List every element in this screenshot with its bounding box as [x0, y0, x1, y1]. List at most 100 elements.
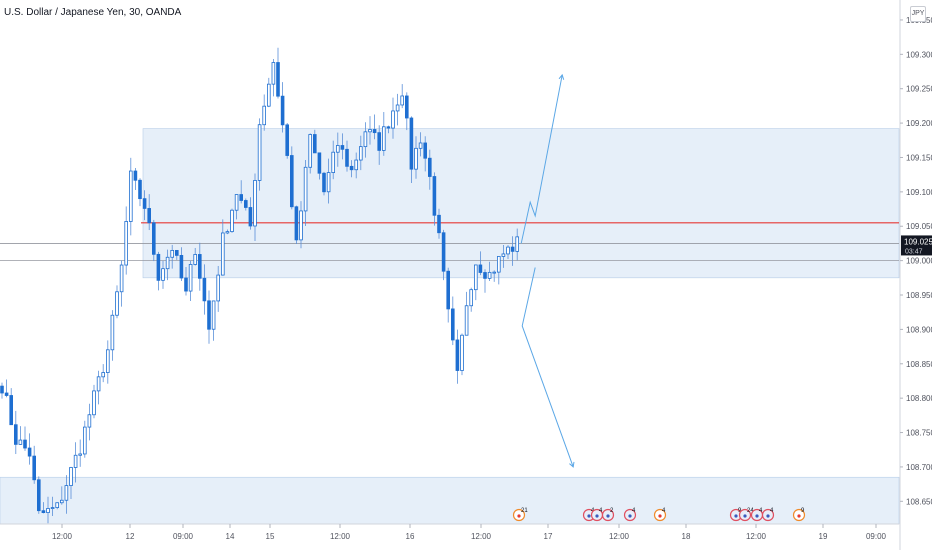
- candle-body: [119, 264, 124, 293]
- y-tick-label: 109.300: [906, 50, 932, 59]
- y-tick-label: 108.900: [906, 325, 932, 334]
- event-marker-dot: [628, 514, 632, 518]
- currency-badge[interactable]: JPY: [910, 6, 926, 22]
- candle-body: [294, 206, 299, 241]
- bearish-path-arrowhead: [569, 461, 575, 468]
- candle-body: [207, 300, 211, 330]
- candle-body: [174, 249, 179, 256]
- bearish-path[interactable]: [521, 267, 574, 468]
- candle-body: [83, 426, 87, 455]
- event-marker-count: 21: [521, 508, 528, 514]
- candle-body: [423, 142, 427, 159]
- candle-body: [308, 134, 312, 168]
- candle-body: [317, 152, 322, 174]
- candle-body: [446, 270, 450, 310]
- x-tick-label: 15: [266, 532, 275, 541]
- y-tick-label: 108.650: [906, 497, 932, 506]
- candle-body: [184, 277, 188, 292]
- candle-body: [161, 268, 165, 281]
- y-tick-label: 109.100: [906, 188, 932, 197]
- candle-body: [271, 62, 276, 85]
- event-marker-dot: [766, 514, 770, 518]
- candle-body: [230, 209, 234, 233]
- candle-body: [276, 62, 280, 97]
- candle-body: [501, 253, 506, 257]
- candle-body: [473, 264, 478, 291]
- upper-zone[interactable]: [142, 128, 900, 279]
- candle-body: [469, 289, 473, 307]
- candle-body: [496, 256, 501, 273]
- candle-body: [92, 390, 96, 416]
- candle-body: [358, 146, 363, 161]
- candle-body: [0, 385, 4, 394]
- y-tick-label: 109.150: [906, 153, 932, 162]
- candle-body: [46, 508, 50, 514]
- candle-body: [266, 83, 271, 107]
- candle-body: [510, 246, 515, 252]
- candle-body: [78, 453, 83, 456]
- candle-body: [460, 334, 464, 371]
- candle-body: [345, 148, 349, 167]
- x-tick-label: 19: [819, 532, 828, 541]
- x-tick-label: 09:00: [173, 532, 194, 541]
- candle-body: [391, 110, 395, 129]
- candle-body: [138, 179, 142, 200]
- candle-body: [363, 131, 368, 148]
- candle-body: [225, 231, 230, 234]
- y-tick-label: 108.750: [906, 429, 932, 438]
- candle-body: [9, 395, 14, 426]
- event-marker-dot: [606, 514, 610, 518]
- candle-body: [216, 274, 221, 302]
- x-tick-label: 14: [226, 532, 235, 541]
- candle-body: [312, 134, 317, 154]
- y-tick-label: 109.200: [906, 119, 932, 128]
- candle-body: [285, 124, 289, 156]
- candle-body: [253, 180, 257, 227]
- candle-body: [386, 126, 391, 129]
- candle-body: [455, 339, 460, 371]
- current-price-value: 109.025: [904, 237, 932, 246]
- chart-title: U.S. Dollar / Japanese Yen, 30, OANDA: [4, 7, 182, 18]
- event-marker-dot: [658, 514, 662, 518]
- candle-body: [197, 254, 202, 279]
- candle-body: [64, 485, 69, 501]
- candle-body: [170, 249, 175, 258]
- candle-body: [464, 305, 469, 336]
- event-marker-count: 4: [662, 508, 666, 514]
- x-tick-label: 17: [544, 532, 553, 541]
- candle-body: [409, 117, 414, 170]
- y-tick-label: 108.800: [906, 394, 932, 403]
- current-price-label[interactable]: [901, 235, 932, 256]
- candle-body: [404, 95, 409, 119]
- candle-body: [515, 236, 519, 252]
- candle-body: [234, 194, 239, 211]
- event-marker-dot: [587, 514, 591, 518]
- event-marker-count: 2: [610, 508, 614, 514]
- candle-body: [179, 254, 184, 279]
- candle-body: [193, 254, 198, 265]
- candle-body: [340, 145, 345, 150]
- bullish-path[interactable]: [520, 74, 563, 244]
- candle-body: [124, 221, 129, 266]
- event-marker-count: 9: [801, 508, 805, 514]
- candle-body: [478, 264, 483, 273]
- x-tick-label: 12: [126, 532, 135, 541]
- candle-body: [41, 510, 46, 514]
- candle-body: [400, 95, 404, 106]
- candle-body: [487, 271, 492, 279]
- candle-body: [188, 264, 193, 292]
- y-tick-label: 109.000: [906, 257, 932, 266]
- candle-body: [151, 222, 156, 255]
- candle-body: [506, 246, 510, 255]
- x-tick-label: 12:00: [746, 532, 767, 541]
- candle-body: [128, 170, 133, 222]
- candle-body: [381, 126, 386, 151]
- candle-body: [142, 198, 147, 209]
- candle-body: [349, 165, 354, 171]
- y-tick-label: 109.250: [906, 85, 932, 94]
- x-tick-label: 12:00: [52, 532, 73, 541]
- candle-body: [432, 176, 437, 216]
- bullish-path-arrowhead: [558, 73, 565, 80]
